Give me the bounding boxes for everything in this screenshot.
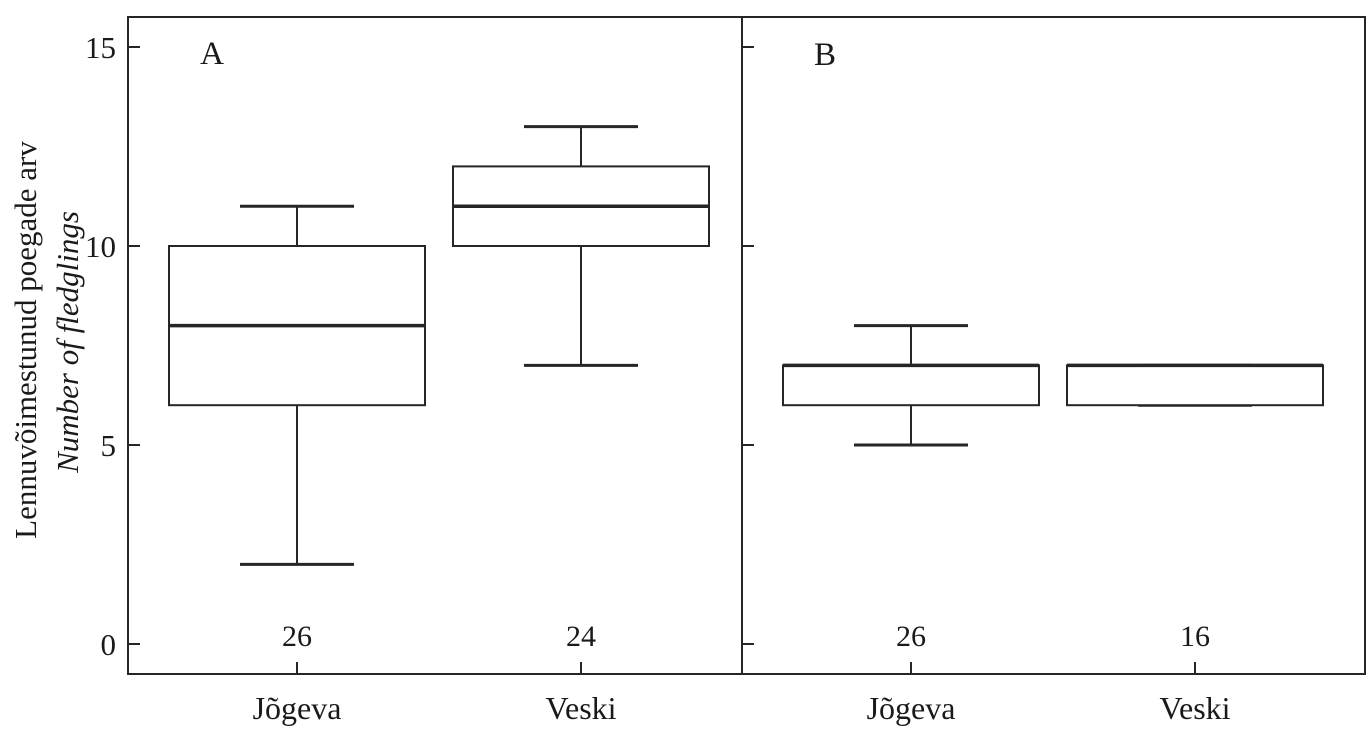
y-tick-label: 15: [85, 30, 116, 65]
sample-size-label: 16: [1180, 620, 1210, 653]
boxplot-box: [1066, 364, 1324, 407]
y-axis-label-english: Number of fledglings: [50, 211, 85, 474]
sample-size-label: 26: [896, 620, 926, 653]
boxplot-box: [782, 364, 1040, 407]
x-category-label: Veski: [545, 690, 616, 726]
x-category-label: Veski: [1159, 690, 1230, 726]
x-category-label: Jõgeva: [253, 690, 342, 726]
y-tick-label: 0: [101, 627, 117, 662]
chart-generated-layer: 0 5 10 15 26 Jõgeva 24 Veski 26 Jõgeva 16 Veski: [85, 16, 1366, 726]
panel-b-label: B: [814, 37, 836, 73]
y-axis-label-estonian: Lennuvõimestunud poegade arv: [8, 141, 43, 539]
y-tick-label: 10: [85, 229, 116, 264]
x-category-label: Jõgeva: [867, 690, 956, 726]
sample-size-label: 24: [566, 620, 596, 653]
sample-size-label: 26: [282, 620, 312, 653]
y-tick-label: 5: [101, 428, 117, 463]
plot-frame: [127, 16, 1366, 675]
panel-a-label: A: [200, 36, 224, 72]
